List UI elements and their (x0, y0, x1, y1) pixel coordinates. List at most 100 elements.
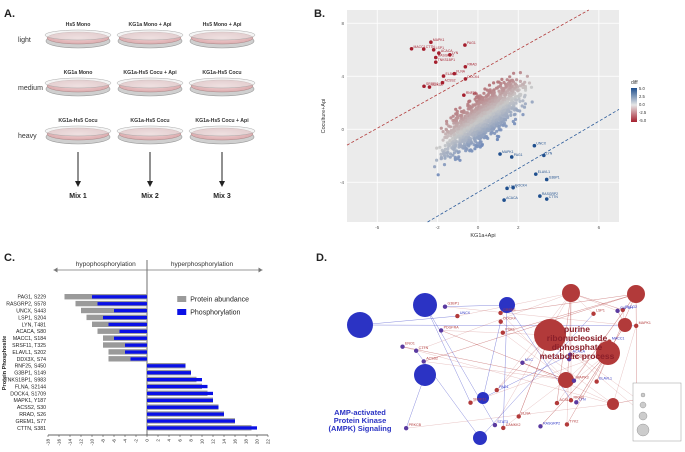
scatter-point (454, 135, 458, 140)
point-label-down: ACACA (506, 196, 518, 200)
gene-label: ENO1 (405, 342, 415, 346)
pathway-node-red (627, 285, 645, 303)
pathway-node-red (596, 341, 620, 365)
point-label-down: DOCK4 (515, 184, 527, 188)
x-tick-label: 0 (145, 439, 150, 442)
network-edge (406, 403, 614, 429)
scatter-point (523, 86, 527, 90)
scatter-point (497, 89, 501, 93)
network-edge (402, 346, 614, 405)
legend-tick-label: 0.0 (639, 102, 645, 107)
volcano-scatter-chart: CTTNFLNATNKS1BP1DDX3XRRADMAPK1RNF25LSP1A… (321, 9, 647, 239)
y-tick-label: 4 (341, 74, 344, 79)
scatter-point (514, 98, 518, 102)
network-edge (482, 321, 501, 399)
scatter-point (482, 127, 486, 131)
panel-a-letter: A. (4, 8, 15, 20)
scatter-point (485, 88, 489, 92)
scatter-point (496, 110, 500, 114)
scatter-point (510, 78, 515, 82)
point-label-up: CTTN (426, 45, 436, 49)
scatter-point (460, 126, 464, 130)
scatter-point (517, 97, 521, 101)
scatter-point (480, 114, 484, 118)
scatter-point (461, 138, 465, 142)
scatter-point (508, 75, 512, 79)
labeled-point-up (462, 93, 466, 97)
scatter-point (483, 95, 488, 99)
scatter-point (507, 86, 511, 90)
x-tick-label: 6 (178, 439, 183, 442)
labeled-point-up (431, 47, 436, 52)
scatter-point (443, 147, 447, 151)
bar-phosphorylation (147, 384, 208, 389)
gene-label: RRAD (574, 395, 585, 399)
category-label: LSP1, S204 (18, 315, 46, 321)
scatter-point (474, 92, 478, 96)
dish-lid (44, 125, 112, 137)
scatter-point (483, 87, 487, 91)
category-label: GREM1, S77 (15, 419, 46, 425)
scatter-point (509, 94, 513, 98)
gene-node (633, 323, 639, 329)
labeled-point-down (533, 172, 538, 176)
scatter-point (469, 123, 473, 127)
dish-label: KG1a-Hs5 Cocu (130, 118, 169, 124)
scatter-point (455, 109, 459, 114)
scatter-point (521, 85, 525, 90)
size-legend-circle (639, 401, 647, 409)
threshold-line-lower (427, 109, 620, 223)
scatter-point (497, 106, 502, 110)
scatter-point (510, 99, 514, 103)
gene-node (403, 426, 409, 431)
scatter-point (444, 132, 448, 136)
scatter-point (448, 138, 452, 142)
scatter-point (484, 98, 488, 102)
scatter-point (523, 102, 527, 106)
scatter-point (511, 89, 515, 93)
point-label-down: LYN (546, 151, 553, 155)
network-edge (596, 293, 637, 382)
pathway-node-blue (477, 392, 489, 404)
network-edge (441, 330, 551, 336)
scatter-point (464, 111, 469, 115)
x-tick-label: 12 (211, 439, 216, 445)
scatter-point (492, 91, 496, 95)
scatter-point (474, 127, 478, 131)
bar-phosphorylation (147, 426, 257, 430)
network-edge (503, 379, 567, 429)
point-label-up: LYN (452, 51, 459, 55)
scatter-point (521, 113, 525, 117)
gene-node (421, 359, 426, 364)
pathway-node-blue (473, 431, 487, 445)
gene-label: ACSS2 (426, 356, 438, 360)
scatter-point (445, 151, 449, 155)
scatter-point (490, 98, 494, 103)
bar-phosphorylation (125, 343, 147, 347)
scatter-point (435, 158, 439, 162)
bar-phosphorylation (147, 405, 219, 409)
scatter-point (465, 126, 469, 130)
scatter-point (449, 116, 453, 120)
scatter-point (495, 137, 499, 142)
bar-phosphorylation (130, 357, 147, 361)
labeled-point-down (538, 194, 542, 198)
scatter-point (518, 79, 522, 83)
scatter-point (489, 108, 493, 112)
scatter-point (467, 136, 471, 140)
hypo-annotation: hypophosphorylation (76, 261, 136, 268)
category-label: UNCX, S443 (16, 309, 46, 315)
labeled-point-up (441, 74, 446, 78)
scatter-point (470, 126, 475, 130)
scatter-point (504, 112, 508, 116)
gene-label: PLCG2 (625, 305, 637, 309)
scatter-point (497, 80, 501, 84)
gene-label: CTTN (419, 346, 429, 350)
network-edge (500, 312, 567, 381)
legend-tick-label: -5.0 (639, 118, 647, 123)
scatter-point (438, 145, 442, 149)
scatter-point (453, 155, 457, 159)
network-edge (479, 313, 594, 439)
scatter-points (433, 71, 534, 177)
scatter-point (492, 102, 496, 106)
